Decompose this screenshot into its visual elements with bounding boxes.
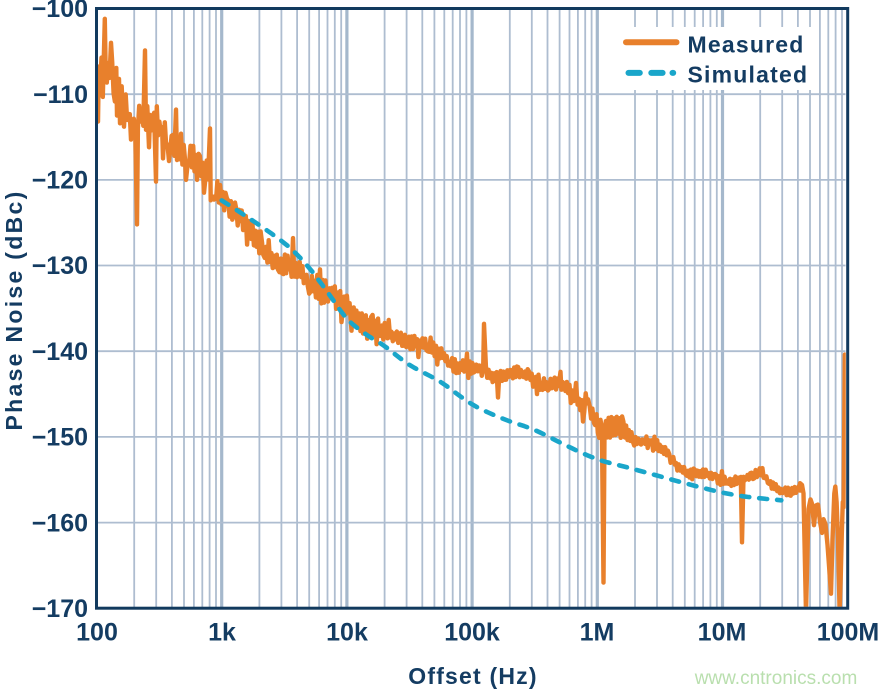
svg-text:−130: −130 xyxy=(32,252,88,280)
svg-text:−120: −120 xyxy=(32,167,88,195)
svg-text:−140: −140 xyxy=(32,338,88,366)
svg-text:−160: −160 xyxy=(32,509,88,537)
svg-text:−150: −150 xyxy=(32,424,88,452)
svg-text:−110: −110 xyxy=(33,81,88,109)
svg-text:Simulated: Simulated xyxy=(688,62,809,88)
svg-text:www.cntronics.com: www.cntronics.com xyxy=(694,668,858,689)
svg-text:−100: −100 xyxy=(32,0,88,23)
svg-text:Measured: Measured xyxy=(688,31,805,57)
svg-text:10M: 10M xyxy=(698,619,747,647)
svg-text:Phase Noise (dBc): Phase Noise (dBc) xyxy=(1,189,27,430)
svg-text:100M: 100M xyxy=(817,619,879,647)
svg-text:100: 100 xyxy=(76,619,118,647)
svg-text:1k: 1k xyxy=(208,619,236,647)
svg-text:1M: 1M xyxy=(580,619,615,647)
svg-text:−170: −170 xyxy=(32,595,88,623)
svg-text:Offset (Hz): Offset (Hz) xyxy=(408,663,537,689)
svg-text:10k: 10k xyxy=(326,619,368,647)
svg-text:100k: 100k xyxy=(444,619,500,647)
